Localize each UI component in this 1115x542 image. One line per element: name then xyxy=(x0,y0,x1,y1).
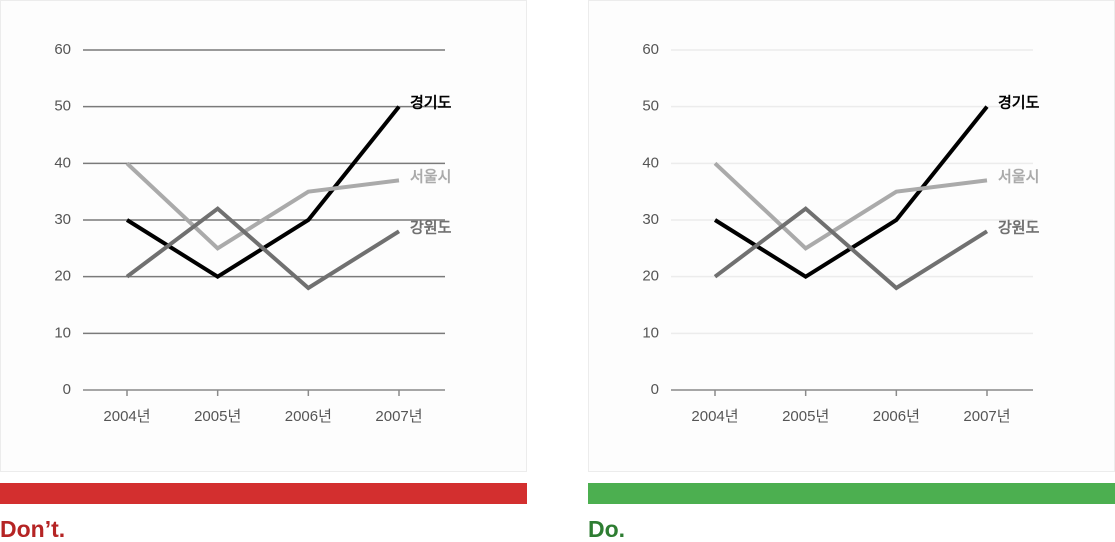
series-label: 서울시 xyxy=(998,168,1039,185)
caption: Don’t. xyxy=(0,516,65,542)
x-tick-label: 2007년 xyxy=(963,408,1010,425)
x-tick-label: 2006년 xyxy=(873,408,920,425)
series-label: 강원도 xyxy=(410,218,452,236)
x-tick-label: 2005년 xyxy=(194,408,241,425)
series-line xyxy=(713,161,988,251)
y-tick-label: 0 xyxy=(651,381,659,398)
y-tick-label: 50 xyxy=(642,98,659,115)
y-tick-label: 40 xyxy=(54,154,71,171)
y-tick-label: 10 xyxy=(642,324,659,341)
x-tick-label: 2005년 xyxy=(782,408,829,425)
dont-bar xyxy=(0,483,527,504)
series-label: 경기도 xyxy=(998,94,1040,112)
y-tick-label: 20 xyxy=(54,268,71,285)
series-label: 경기도 xyxy=(410,94,452,112)
series-line xyxy=(125,161,400,251)
y-tick-label: 10 xyxy=(54,324,71,341)
y-tick-label: 50 xyxy=(54,98,71,115)
y-tick-label: 30 xyxy=(54,211,71,228)
series-line xyxy=(713,206,989,291)
series-label: 서울시 xyxy=(410,168,451,185)
panel xyxy=(588,0,1115,472)
do-bar xyxy=(588,483,1115,504)
caption: Do. xyxy=(588,516,625,542)
y-tick-label: 60 xyxy=(642,41,659,58)
y-tick-label: 30 xyxy=(642,211,659,228)
y-tick-label: 0 xyxy=(63,381,71,398)
x-tick-label: 2006년 xyxy=(285,408,332,425)
series-line xyxy=(125,206,401,291)
y-tick-label: 60 xyxy=(54,41,71,58)
x-tick-label: 2007년 xyxy=(375,408,422,425)
x-tick-label: 2004년 xyxy=(103,408,150,425)
series-label: 강원도 xyxy=(998,218,1040,236)
x-tick-label: 2004년 xyxy=(691,408,738,425)
panel xyxy=(0,0,527,472)
y-tick-label: 20 xyxy=(642,268,659,285)
y-tick-label: 40 xyxy=(642,154,659,171)
